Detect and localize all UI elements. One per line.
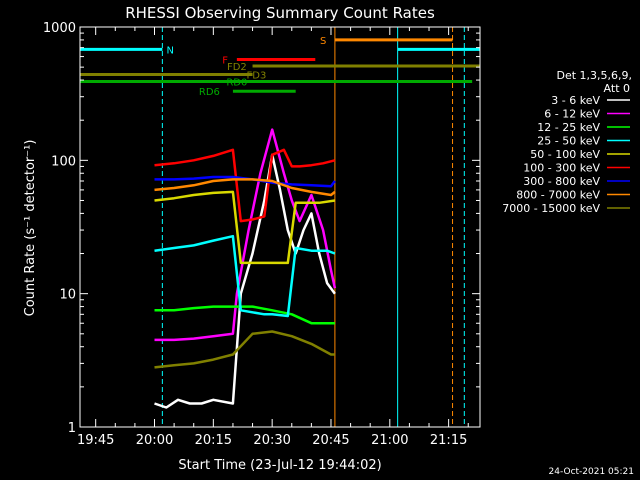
x-tick-label-21-00: 21:00	[371, 433, 408, 448]
flag-label-fd2-4: FD2	[227, 62, 247, 73]
chart-title: RHESSI Observing Summary Count Rates	[125, 4, 435, 22]
flag-label-fd3-5: FD3	[247, 71, 267, 82]
flag-label-f-3: F	[222, 56, 228, 67]
flag-label-s-2: S	[320, 36, 326, 47]
x-tick-label-20-00: 20:00	[136, 433, 173, 448]
legend-label-300-800-kev: 300 - 800 keV	[523, 175, 600, 188]
series-line-800-7000-kev	[154, 178, 336, 197]
flag-label-n-0: N	[166, 45, 173, 56]
flag-label-rd0-6: RD0	[226, 78, 247, 89]
legend-label-50-100-kev: 50 - 100 keV	[530, 148, 600, 161]
series-line-50-100-kev	[154, 190, 336, 265]
series-line-6-12-kev	[154, 128, 337, 342]
x-tick-label-20-15: 20:15	[195, 433, 232, 448]
series-line-25-50-kev	[154, 234, 336, 318]
date-stamp: 24-Oct-2021 05:21	[549, 467, 634, 477]
y-axis-label: Count Rate (s⁻¹ detector⁻¹)	[23, 140, 38, 317]
legend-label-3-6-kev: 3 - 6 keV	[551, 94, 600, 107]
series-line-3-6-kev	[154, 153, 336, 409]
x-tick-label-21-15: 21:15	[430, 433, 467, 448]
plot-frame	[79, 26, 481, 428]
series-group	[154, 128, 337, 409]
legend-label-7000-15000-kev: 7000 - 15000 keV	[502, 202, 600, 215]
x-tick-label-20-30: 20:30	[253, 433, 290, 448]
y-tick-label-1: 1	[68, 421, 76, 436]
series-line-7000-15000-kev	[154, 330, 335, 369]
flag-label-rd6-7: RD6	[199, 87, 220, 98]
legend-label-800-7000-kev: 800 - 7000 keV	[516, 189, 600, 202]
y-tick-label-1000: 1000	[43, 21, 76, 36]
x-tick-label-20-45: 20:45	[312, 433, 349, 448]
x-axis-label: Start Time (23-Jul-12 19:44:02)	[178, 458, 381, 473]
y-tick-label-10: 10	[59, 288, 76, 303]
legend-header-0: Det 1,3,5,6,9,	[556, 69, 632, 82]
legend-label-100-300-kev: 100 - 300 keV	[523, 162, 600, 175]
series-line-12-25-kev	[154, 305, 335, 325]
y-tick-label-100: 100	[51, 154, 76, 169]
legend-header-1: Att 0	[604, 82, 630, 95]
series-line-100-300-kev	[154, 148, 336, 223]
legend-label-6-12-kev: 6 - 12 keV	[544, 108, 600, 121]
legend-label-25-50-kev: 25 - 50 keV	[537, 135, 600, 148]
legend-label-12-25-kev: 12 - 25 keV	[537, 121, 600, 134]
axes-group: 19:45 20:00 20:15 20:30 20:45 21:00 21:15 1 10 10…	[43, 21, 480, 448]
x-tick-label-19-45: 19:45	[77, 433, 114, 448]
